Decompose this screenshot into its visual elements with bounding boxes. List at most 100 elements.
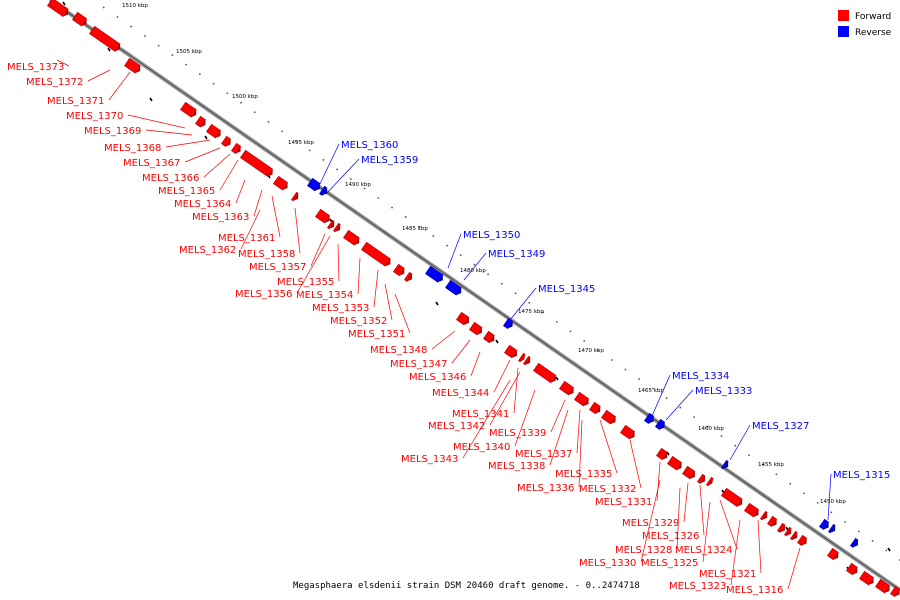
scale-dot — [542, 311, 544, 314]
gene-block-reverse — [828, 523, 836, 534]
leader-line — [447, 233, 462, 269]
leader-line — [719, 499, 738, 550]
scale-dot — [857, 530, 860, 533]
legend-forward-swatch — [838, 10, 849, 21]
scale-dot — [144, 35, 146, 38]
scale-dot — [528, 301, 531, 304]
gene-block-forward — [767, 515, 778, 527]
leader-line — [271, 195, 281, 238]
leader-line — [757, 519, 762, 574]
leader-line — [337, 243, 340, 282]
gene-label: MELS_1328 — [615, 545, 672, 556]
gene-label: MELS_1333 — [695, 386, 752, 397]
gene-label: MELS_1360 — [341, 140, 398, 151]
scale-dot — [651, 387, 654, 390]
gene-label: MELS_1324 — [675, 545, 732, 556]
gene-label: MELS_1329 — [622, 518, 679, 529]
scale-dot — [871, 540, 874, 542]
gene-label: MELS_1370 — [66, 111, 123, 122]
gene-label: MELS_1358 — [238, 249, 295, 260]
scale-label: 1480 kbp — [460, 268, 486, 274]
gene-label: MELS_1368 — [104, 143, 161, 154]
gene-label: MELS_1338 — [488, 461, 545, 472]
scale-label: 1500 kbp — [232, 94, 258, 100]
gene-block-reverse — [425, 265, 444, 283]
gene-block-forward — [504, 344, 518, 359]
legend: Forward Reverse — [838, 10, 892, 38]
scale-dot — [212, 82, 215, 85]
gene-block-forward — [667, 455, 683, 471]
leader-line — [651, 374, 671, 417]
leader-line — [656, 461, 661, 502]
leader-line — [827, 473, 832, 521]
gene-label: MELS_1362 — [179, 245, 236, 256]
leader-line — [599, 419, 618, 474]
scale-dot — [487, 273, 490, 276]
scale-dot — [459, 254, 462, 257]
gene-label: MELS_1336 — [517, 483, 574, 494]
scale-dot — [171, 54, 174, 57]
scale-dot — [102, 6, 105, 9]
leader-line — [578, 419, 583, 488]
gene-label: MELS_1371 — [47, 96, 104, 107]
leader-line — [470, 351, 481, 377]
leader-line — [576, 409, 581, 454]
leader-line — [451, 339, 471, 364]
scale-dot — [295, 139, 297, 142]
scale-dot — [583, 340, 586, 342]
gene-label: MELS_1348 — [370, 345, 427, 356]
scale-dot — [116, 16, 119, 18]
gene-block-forward — [574, 391, 590, 407]
gene-block-forward — [697, 473, 706, 484]
gene-block-forward — [469, 321, 483, 336]
tick-mark — [107, 47, 111, 52]
scale-dot — [816, 501, 819, 504]
gene-block-forward — [601, 409, 617, 425]
gene-block-forward — [124, 57, 141, 74]
gene-labels: MELS_1373 MELS_1372 MELS_1371 MELS_1370 MELS… — [7, 62, 890, 596]
scale-dot — [844, 520, 846, 523]
scale-dot — [706, 425, 709, 428]
scale-label: 1450 kbp — [820, 499, 846, 505]
leader-line — [493, 359, 511, 393]
scale-dot — [349, 178, 352, 180]
leader-line — [317, 143, 340, 189]
scale-dot — [775, 473, 778, 476]
tick-mark — [62, 1, 66, 6]
leader-line — [730, 519, 741, 586]
gene-label: MELS_1335 — [555, 469, 612, 480]
scale-dot — [638, 378, 641, 380]
gene-label: MELS_1346 — [409, 372, 466, 383]
scale-label: 1465 kbp — [638, 388, 664, 394]
leader-line — [702, 501, 711, 563]
gene-label: MELS_1364 — [174, 199, 231, 210]
scale-label: 1475 kbp — [518, 309, 544, 315]
leader-line — [373, 269, 379, 308]
gene-label: MELS_1347 — [390, 359, 447, 370]
gene-label: MELS_1372 — [26, 77, 83, 88]
leader-line — [729, 424, 751, 461]
scale-dot — [267, 120, 270, 123]
gene-label: MELS_1350 — [463, 230, 520, 241]
gene-block-forward — [744, 502, 760, 518]
scale-dot — [446, 244, 448, 247]
legend-reverse-label: Reverse — [855, 28, 892, 38]
gene-block-forward — [456, 311, 470, 326]
gene-label: MELS_1352 — [330, 316, 387, 327]
leader-line — [203, 153, 231, 178]
gene-label: MELS_1326 — [642, 531, 699, 542]
leader-line — [357, 257, 361, 295]
gene-block-forward — [846, 562, 858, 576]
gene-block-forward — [760, 510, 768, 521]
gene-label: MELS_1356 — [235, 289, 292, 300]
scale-label: 1510 kbp — [122, 3, 148, 9]
leader-line — [384, 283, 393, 321]
gene-label: MELS_1332 — [579, 484, 636, 495]
gene-block-forward — [620, 424, 636, 440]
scale-dot — [720, 435, 723, 438]
gene-block-forward — [404, 271, 413, 282]
legend-reverse-swatch — [838, 26, 849, 37]
gene-label: MELS_1343 — [401, 454, 458, 465]
scale-dot — [734, 444, 737, 447]
gene-label: MELS_1369 — [84, 126, 141, 137]
